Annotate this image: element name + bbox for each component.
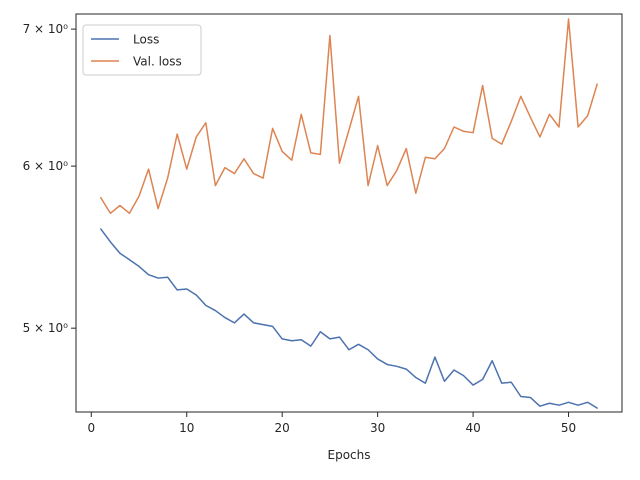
x-tick-label: 20 <box>275 421 290 435</box>
x-tick-label: 50 <box>561 421 576 435</box>
x-tick-label: 40 <box>465 421 480 435</box>
x-axis-ticks: 0 10 20 30 40 50 <box>87 412 576 435</box>
y-tick-label: 6 × 10⁰ <box>23 159 69 173</box>
legend-label-val-loss: Val. loss <box>133 55 182 69</box>
legend-label-loss: Loss <box>133 33 159 47</box>
x-tick-label: 30 <box>370 421 385 435</box>
legend-box <box>82 24 202 76</box>
x-tick-label: 10 <box>179 421 194 435</box>
y-tick-label: 5 × 10⁰ <box>23 321 69 335</box>
legend: Loss Val. loss <box>82 24 202 76</box>
y-tick-label: 7 × 10⁰ <box>23 22 69 36</box>
axes-frame <box>75 13 623 413</box>
series-line-loss <box>100 228 598 409</box>
y-axis-ticks: 5 × 10⁰ 6 × 10⁰ 7 × 10⁰ <box>23 22 76 335</box>
x-tick-label: 0 <box>87 421 95 435</box>
plot-area <box>75 13 623 413</box>
series-line-val-loss <box>100 18 598 215</box>
series-layer <box>100 18 598 409</box>
x-axis-title: Epochs <box>328 448 371 462</box>
